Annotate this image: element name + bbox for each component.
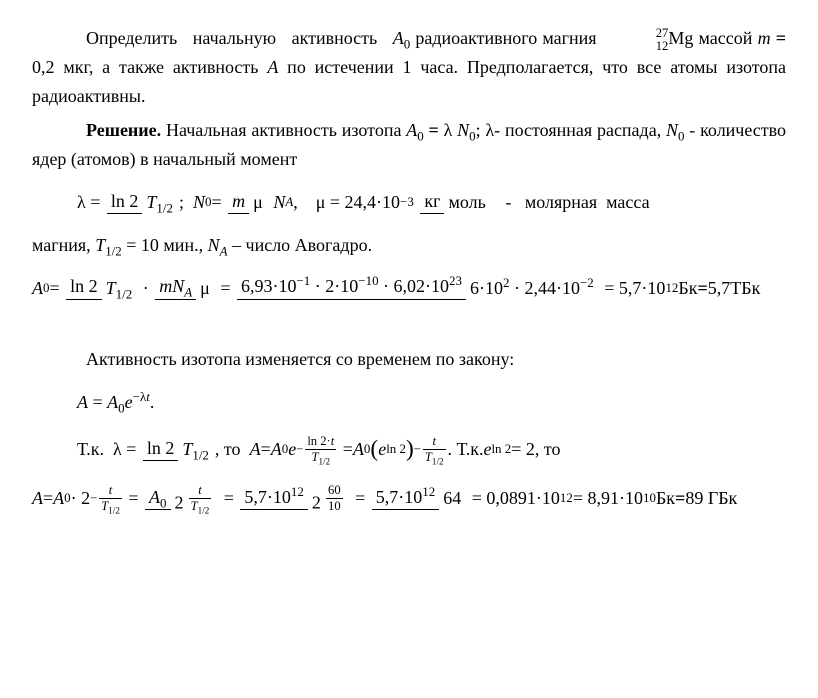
a0-lhs: A0 =: [32, 274, 64, 303]
big-den: 6·102 · 2,44·10−2: [466, 277, 598, 300]
dot1: ·: [138, 274, 153, 303]
frac-ln2-T-c: ln 2 T1/2: [143, 438, 213, 462]
problem-statement: Определить начальную активность A0 радио…: [32, 24, 786, 110]
res1: = 5,7·1012 Бк = 5,7ТБк: [600, 274, 761, 303]
frac-mna-mu: mNA μ: [155, 276, 214, 300]
solution-lead: Решение. Начальная активность изотопа A0…: [32, 116, 786, 174]
eq2: =: [124, 484, 143, 513]
lambda-n0-line: λ = ln 2 T1/2 ; N0 = m μ NA, μ = 24,4·10…: [77, 188, 786, 217]
final-line: A = A0 · 2 − t T1/2 = A0 2 t T1/2 = 5,7·…: [32, 482, 786, 514]
solution-label: Решение.: [86, 120, 161, 140]
num-a0: A0: [145, 487, 170, 511]
den-mu2: μ: [196, 277, 214, 300]
outer-exp: − t T1/2: [414, 434, 448, 465]
frac-57-64: 5,7·1012 64: [372, 487, 465, 511]
den-mu: μ: [249, 191, 267, 214]
e-ln2: eln 2: [378, 435, 406, 464]
frac-57-2-6010: 5,7·1012 2 60 10: [240, 482, 348, 514]
num-57b: 5,7·1012: [372, 487, 439, 511]
mass-tail: - молярная масса: [492, 188, 650, 217]
lambda-eq: λ =: [77, 188, 105, 217]
neg-exp1: − ln 2·t T1/2: [296, 434, 338, 465]
num-mna: mNA: [155, 276, 196, 300]
frac-m-mu: m μ: [228, 191, 267, 215]
decay-law: A = A0e−λt.: [77, 388, 786, 417]
den-2-6010: 2 60 10: [308, 482, 349, 514]
frac-ln2-T-b: ln 2 T1/2: [66, 276, 136, 300]
den-2exp: 2 t T1/2: [171, 482, 218, 514]
a-eq-lhs: A = A0 · 2: [32, 484, 90, 513]
big-num: 6,93·10−1 · 2·10−10 · 6,02·1023: [237, 276, 466, 300]
tk1: Т.к. λ =: [77, 435, 141, 464]
num-ln2: ln 2: [107, 191, 143, 215]
den-T12: T1/2: [142, 191, 177, 214]
eq1: =: [216, 274, 235, 303]
paren-r: ): [406, 431, 414, 468]
na-sym: NA, μ = 24,4·10−3: [269, 188, 419, 217]
tk-e: . Т.к. eln 2 = 2, то: [448, 435, 561, 464]
frac-big: 6,93·10−1 · 2·10−10 · 6,02·1023 6·102 · …: [237, 276, 598, 300]
den-64: 64: [439, 487, 465, 510]
decay-law-text: Активность изотопа изменяется со времене…: [32, 345, 786, 374]
num-ln2b: ln 2: [66, 276, 102, 300]
frac-ln2-T: ln 2 T1/2: [107, 191, 177, 215]
mid-eq: = A0: [338, 435, 370, 464]
den-T12b: T1/2: [102, 277, 137, 300]
num-57: 5,7·1012: [240, 487, 307, 511]
eq3: =: [219, 484, 238, 513]
frac-kg-mol: кг моль: [420, 191, 490, 215]
num-ln2c: ln 2: [143, 438, 179, 462]
magnesium-line: магния, T1/2 = 10 мин., NA – число Авога…: [32, 231, 786, 260]
dot-end: .: [150, 392, 155, 412]
neg-exp2: − t T1/2: [90, 483, 124, 514]
den-T12c: T1/2: [178, 438, 213, 461]
num-m: m: [228, 191, 249, 215]
then-a: , то A = A0e: [215, 435, 296, 464]
isotope: 2712 Mg: [602, 28, 699, 48]
sep-n0: ; N0 =: [179, 188, 226, 217]
eq4: =: [351, 484, 370, 513]
num-kg: кг: [420, 191, 444, 215]
paren-group: (: [370, 431, 378, 468]
den-mol: моль: [444, 191, 489, 214]
frac-a0-2t: A0 2 t T1/2: [145, 482, 217, 514]
tk-line: Т.к. λ = ln 2 T1/2 , то A = A0e − ln 2·t…: [77, 431, 786, 468]
res2: = 0,0891·1012 = 8,91·1010 Бк = 89 ГБк: [467, 484, 737, 513]
a0-calc: A0 = ln 2 T1/2 · mNA μ = 6,93·10−1 · 2·1…: [32, 274, 786, 303]
